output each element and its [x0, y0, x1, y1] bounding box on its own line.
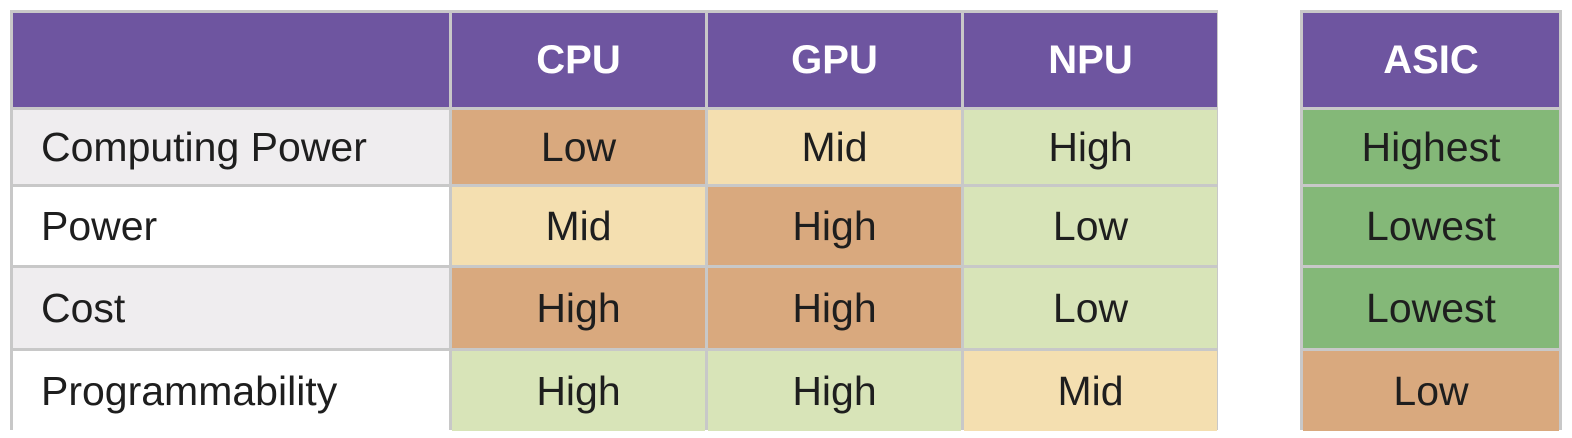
header-corner-cell	[13, 13, 449, 107]
cell-programmability-npu: Mid	[964, 351, 1217, 431]
cell-cost-asic: Lowest	[1303, 268, 1559, 348]
cell-power-gpu: High	[708, 187, 961, 265]
cell-power-asic: Lowest	[1303, 187, 1559, 265]
row-label-programmability: Programmability	[13, 351, 449, 431]
cell-cost-gpu: High	[708, 268, 961, 348]
cell-computing-power-asic: Highest	[1303, 110, 1559, 184]
header-npu: NPU	[964, 13, 1217, 107]
cell-cost-npu: Low	[964, 268, 1217, 348]
row-label-cost: Cost	[13, 268, 449, 348]
row-label-computing-power: Computing Power	[13, 110, 449, 184]
header-gpu: GPU	[708, 13, 961, 107]
cell-computing-power-npu: High	[964, 110, 1217, 184]
cell-programmability-cpu: High	[452, 351, 705, 431]
cell-cost-cpu: High	[452, 268, 705, 348]
processor-comparison-table: CPU GPU NPU Computing Power Low Mid High…	[10, 10, 1218, 431]
cell-power-npu: Low	[964, 187, 1217, 265]
cell-computing-power-cpu: Low	[452, 110, 705, 184]
header-asic: ASIC	[1303, 13, 1559, 107]
cell-programmability-asic: Low	[1303, 351, 1559, 431]
header-cpu: CPU	[452, 13, 705, 107]
cell-programmability-gpu: High	[708, 351, 961, 431]
cell-computing-power-gpu: Mid	[708, 110, 961, 184]
row-label-power: Power	[13, 187, 449, 265]
cell-power-cpu: Mid	[452, 187, 705, 265]
asic-comparison-table: ASIC Highest Lowest Lowest Low	[1300, 10, 1562, 431]
